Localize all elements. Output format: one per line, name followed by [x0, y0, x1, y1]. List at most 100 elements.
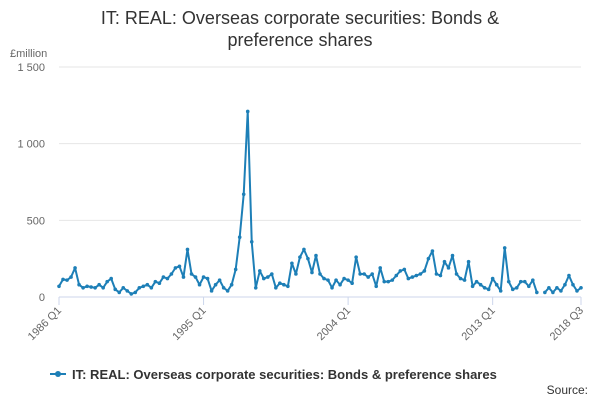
data-point[interactable]: [422, 269, 427, 273]
data-point[interactable]: [490, 276, 495, 281]
data-point[interactable]: [478, 282, 483, 287]
data-point[interactable]: [153, 279, 158, 284]
data-point[interactable]: [522, 279, 527, 284]
data-point[interactable]: [221, 286, 226, 290]
data-point[interactable]: [101, 286, 105, 290]
data-point[interactable]: [274, 286, 278, 290]
data-point[interactable]: [418, 272, 423, 276]
data-point[interactable]: [257, 269, 262, 273]
legend-entry[interactable]: IT: REAL: Overseas corporate securities:…: [72, 367, 497, 382]
data-point[interactable]: [169, 272, 174, 276]
data-point[interactable]: [113, 287, 118, 292]
data-point[interactable]: [358, 272, 362, 276]
data-point[interactable]: [185, 247, 190, 252]
data-point[interactable]: [161, 275, 166, 279]
data-point[interactable]: [571, 282, 575, 287]
data-point[interactable]: [270, 272, 274, 276]
data-point[interactable]: [121, 286, 126, 290]
data-point[interactable]: [125, 289, 130, 293]
data-point[interactable]: [137, 286, 142, 290]
data-point[interactable]: [362, 272, 366, 276]
data-point[interactable]: [306, 256, 310, 261]
data-point[interactable]: [209, 289, 214, 293]
data-point[interactable]: [93, 286, 97, 290]
data-point[interactable]: [201, 275, 206, 279]
data-point[interactable]: [398, 269, 403, 273]
data-point[interactable]: [338, 282, 342, 287]
data-point[interactable]: [402, 267, 407, 272]
data-point[interactable]: [245, 109, 250, 114]
data-point[interactable]: [65, 278, 69, 282]
data-point[interactable]: [514, 286, 519, 290]
data-point[interactable]: [85, 284, 89, 289]
data-point[interactable]: [575, 289, 579, 293]
data-point[interactable]: [567, 273, 571, 278]
data-point[interactable]: [310, 270, 314, 275]
data-point[interactable]: [535, 290, 539, 295]
data-point[interactable]: [97, 282, 101, 287]
data-point[interactable]: [302, 247, 306, 252]
data-point[interactable]: [213, 282, 218, 287]
data-point[interactable]: [294, 272, 298, 276]
data-point[interactable]: [237, 235, 242, 239]
data-point[interactable]: [498, 289, 503, 293]
data-point[interactable]: [414, 273, 419, 278]
data-point[interactable]: [217, 278, 222, 282]
data-point[interactable]: [518, 279, 523, 284]
data-point[interactable]: [326, 278, 330, 282]
data-point[interactable]: [81, 286, 85, 290]
data-point[interactable]: [510, 287, 515, 292]
data-point[interactable]: [386, 279, 391, 284]
data-point[interactable]: [346, 278, 350, 282]
data-point[interactable]: [197, 282, 202, 287]
data-point[interactable]: [354, 255, 358, 259]
data-point[interactable]: [474, 279, 479, 284]
data-point[interactable]: [446, 266, 451, 270]
data-point[interactable]: [551, 290, 555, 295]
data-point[interactable]: [61, 277, 65, 282]
data-point[interactable]: [454, 272, 459, 276]
data-point[interactable]: [466, 259, 471, 264]
data-point[interactable]: [506, 279, 511, 284]
data-point[interactable]: [390, 278, 395, 282]
data-point[interactable]: [229, 282, 234, 287]
data-point[interactable]: [330, 286, 334, 290]
data-point[interactable]: [298, 255, 302, 259]
data-point[interactable]: [77, 282, 81, 287]
data-point[interactable]: [378, 266, 383, 270]
data-point[interactable]: [470, 284, 475, 289]
data-point[interactable]: [322, 276, 326, 281]
data-point[interactable]: [266, 275, 270, 279]
data-point[interactable]: [241, 192, 246, 197]
data-point[interactable]: [69, 275, 73, 279]
data-point[interactable]: [225, 289, 230, 293]
data-point[interactable]: [426, 256, 431, 261]
data-point[interactable]: [314, 253, 318, 258]
data-point[interactable]: [133, 290, 138, 295]
data-point[interactable]: [579, 286, 583, 290]
data-point[interactable]: [543, 290, 547, 295]
data-point[interactable]: [249, 240, 254, 244]
data-point[interactable]: [189, 272, 194, 276]
legend[interactable]: IT: REAL: Overseas corporate securities:…: [50, 367, 497, 382]
data-point[interactable]: [394, 273, 399, 278]
data-point[interactable]: [149, 286, 154, 290]
data-point[interactable]: [462, 278, 467, 282]
data-point[interactable]: [253, 286, 258, 290]
data-point[interactable]: [494, 282, 499, 287]
data-point[interactable]: [442, 259, 447, 264]
data-point[interactable]: [382, 279, 387, 284]
data-point[interactable]: [342, 276, 346, 281]
data-point[interactable]: [434, 272, 439, 276]
data-point[interactable]: [261, 276, 266, 281]
data-point[interactable]: [430, 249, 435, 253]
data-point[interactable]: [109, 276, 113, 281]
data-point[interactable]: [438, 273, 443, 278]
data-point[interactable]: [57, 284, 61, 289]
data-point[interactable]: [205, 276, 210, 281]
data-point[interactable]: [105, 279, 109, 284]
data-point[interactable]: [527, 284, 531, 289]
data-point[interactable]: [531, 278, 535, 282]
data-point[interactable]: [290, 261, 294, 266]
data-point[interactable]: [117, 290, 122, 295]
